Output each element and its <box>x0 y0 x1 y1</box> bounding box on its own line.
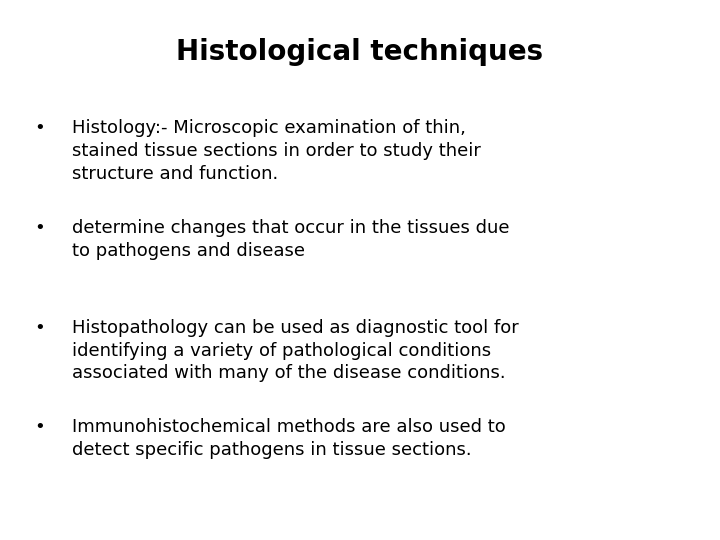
Text: Histopathology can be used as diagnostic tool for
identifying a variety of patho: Histopathology can be used as diagnostic… <box>72 319 518 382</box>
Text: Histological techniques: Histological techniques <box>176 38 544 66</box>
Text: determine changes that occur in the tissues due
to pathogens and disease: determine changes that occur in the tiss… <box>72 219 510 260</box>
Text: •: • <box>35 418 45 436</box>
Text: Histology:- Microscopic examination of thin,
stained tissue sections in order to: Histology:- Microscopic examination of t… <box>72 119 481 183</box>
Text: •: • <box>35 119 45 137</box>
Text: Immunohistochemical methods are also used to
detect specific pathogens in tissue: Immunohistochemical methods are also use… <box>72 418 505 460</box>
Text: •: • <box>35 219 45 237</box>
Text: •: • <box>35 319 45 336</box>
